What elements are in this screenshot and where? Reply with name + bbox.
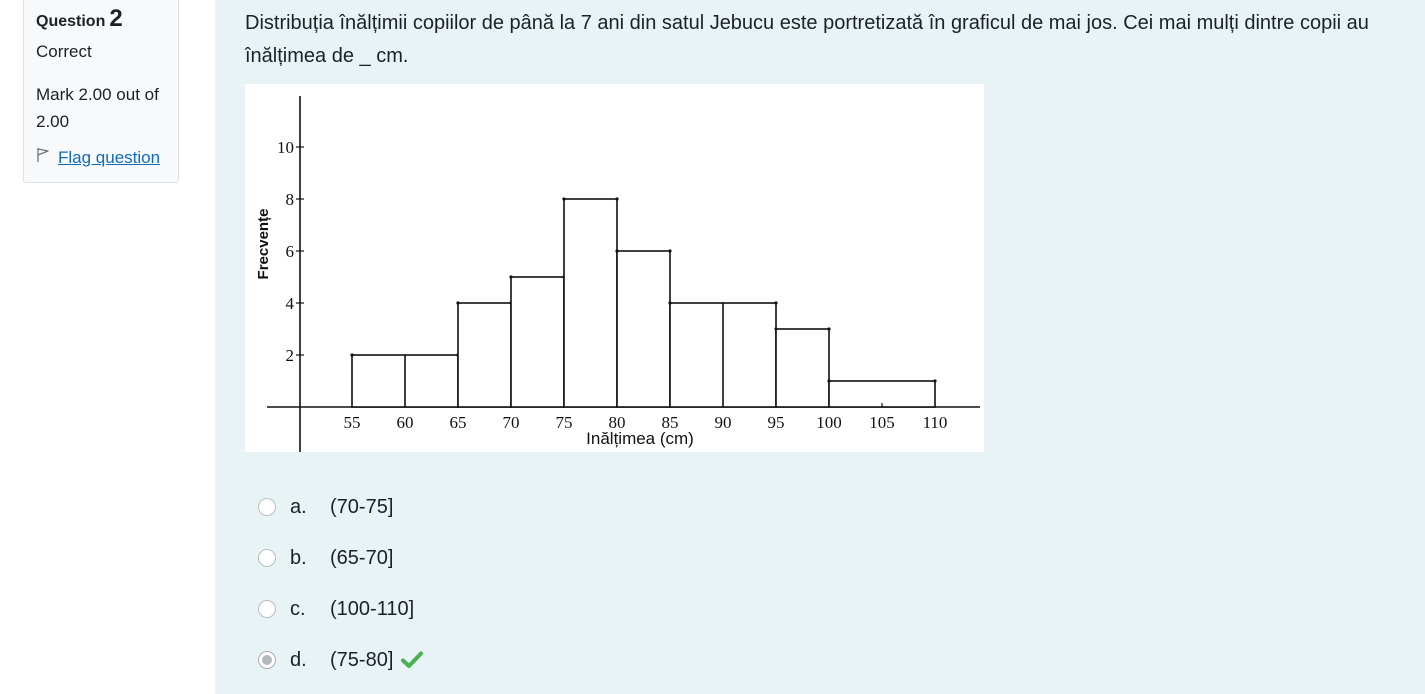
x-tick-label: 70	[503, 413, 520, 432]
bar-corner-point	[668, 249, 672, 253]
bar-corner-point	[668, 301, 672, 305]
bar-corner-point	[456, 301, 460, 305]
x-tick-label: 55	[344, 413, 361, 432]
question-label: Question	[36, 13, 106, 30]
question-number: 2	[109, 5, 123, 32]
bar-corner-point	[509, 275, 513, 279]
answer-radio-a[interactable]	[258, 498, 276, 516]
x-tick-label: 80	[609, 413, 626, 432]
histogram-bar-8	[828, 380, 936, 408]
y-tick-label: 8	[286, 190, 295, 209]
answer-letter: b.	[290, 546, 307, 569]
answer-option-a[interactable]: a. (70-75]	[258, 492, 393, 522]
bar-corner-point	[774, 301, 778, 305]
x-tick-label: 85	[662, 413, 679, 432]
histogram-bar-2	[457, 302, 512, 408]
y-tick-label: 10	[277, 138, 294, 157]
y-tick-label: 4	[286, 294, 295, 313]
bar-corner-point	[827, 379, 831, 383]
answer-option-b[interactable]: b. (65-70]	[258, 543, 393, 573]
x-axis-label: Inălțimea (cm)	[586, 429, 694, 448]
y-tick-label: 2	[286, 346, 295, 365]
histogram-figure: 55 60 65 70 75 80 85 90 95 100 105 110 2 4 6 8 10 Inălțim…	[245, 84, 984, 452]
question-grade: Mark 2.00 out of 2.00	[36, 85, 159, 131]
histogram-bar-5	[616, 250, 671, 408]
histogram-bar-7	[775, 328, 830, 408]
y-axis-label: Frecvențe	[255, 209, 272, 280]
question-info-panel: Question 2 Correct Mark 2.00 out of 2.00 …	[23, 0, 179, 183]
answer-radio-b[interactable]	[258, 549, 276, 567]
answer-text: (75-80]	[330, 648, 394, 671]
bar-corner-point	[933, 379, 937, 383]
answer-text: (65-70]	[330, 546, 394, 569]
answer-radio-d[interactable]	[258, 651, 276, 669]
flag-outline-icon	[36, 147, 50, 168]
y-tick-label: 6	[286, 242, 295, 261]
bar-corner-point	[827, 327, 831, 331]
bar-corner-point	[774, 327, 778, 331]
flag-question[interactable]: Flag question	[36, 147, 160, 168]
x-tick-label: 75	[556, 413, 573, 432]
answer-letter: a.	[290, 495, 307, 518]
answer-radio-c[interactable]	[258, 600, 276, 618]
correct-check-icon	[401, 651, 424, 669]
x-tick-label: 90	[715, 413, 732, 432]
question-content: Distribuția înălțimii copiilor de până l…	[215, 0, 1425, 694]
histogram-bar-3	[510, 276, 565, 408]
answer-text: (100-110]	[330, 597, 415, 620]
histogram-bar-4	[563, 198, 618, 408]
bar-corner-point	[615, 197, 619, 201]
x-tick-label: 60	[397, 413, 414, 432]
x-tick-label: 105	[869, 413, 895, 432]
question-state: Correct	[36, 42, 92, 61]
bar-corner-point	[562, 197, 566, 201]
answer-text: (70-75]	[330, 495, 394, 518]
x-tick-label: 110	[923, 413, 948, 432]
bar-corner-point	[350, 353, 354, 357]
answer-option-c[interactable]: c. (100-110]	[258, 594, 414, 624]
histogram-chart: 55 60 65 70 75 80 85 90 95 100 105 110 2 4 6 8 10 Inălțim…	[255, 96, 980, 452]
x-tick-label: 100	[816, 413, 842, 432]
answer-letter: d.	[290, 648, 307, 671]
x-tick-label: 95	[768, 413, 785, 432]
question-text: Distribuția înălțimii copiilor de până l…	[245, 12, 1369, 67]
question-heading: Question 2	[36, 5, 123, 33]
flag-question-link[interactable]: Flag question	[58, 147, 161, 167]
answer-letter: c.	[290, 597, 306, 620]
x-tick-label: 65	[450, 413, 467, 432]
bar-corner-point	[615, 249, 619, 253]
answer-option-d[interactable]: d. (75-80]	[258, 645, 424, 675]
